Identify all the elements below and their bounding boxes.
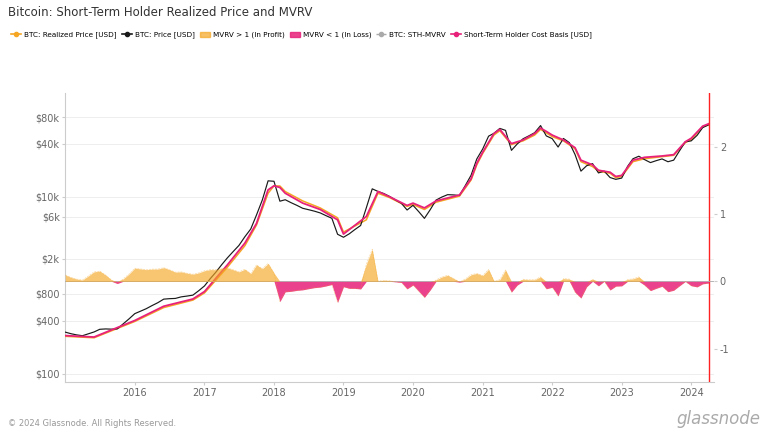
Text: glassnode: glassnode	[677, 410, 760, 428]
Text: © 2024 Glassnode. All Rights Reserved.: © 2024 Glassnode. All Rights Reserved.	[8, 419, 176, 428]
Legend: BTC: Realized Price [USD], BTC: Price [USD], MVRV > 1 (In Profit), MVRV < 1 (In : BTC: Realized Price [USD], BTC: Price [U…	[12, 32, 592, 38]
Text: Bitcoin: Short-Term Holder Realized Price and MVRV: Bitcoin: Short-Term Holder Realized Pric…	[8, 6, 312, 19]
